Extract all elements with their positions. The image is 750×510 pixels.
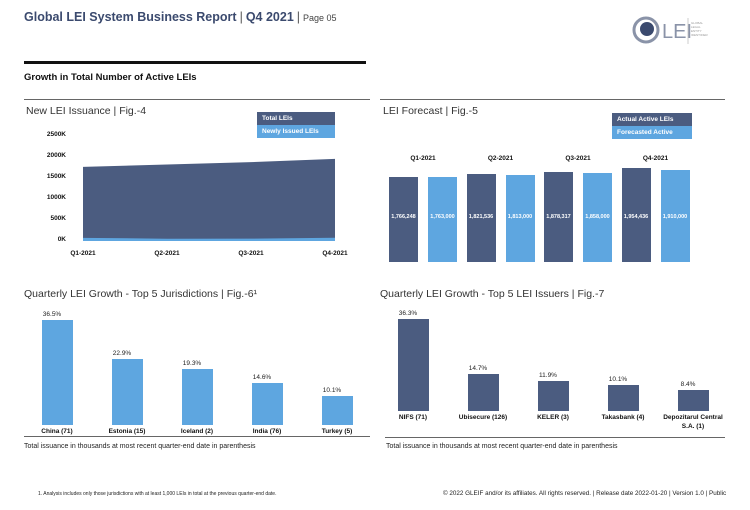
bar <box>467 373 499 411</box>
y-tick-label: 2000K <box>46 152 66 159</box>
svg-text:ENTITY: ENTITY <box>691 29 702 33</box>
axis-line <box>24 436 370 437</box>
gleif-logo: LEI GLOBAL LEGAL ENTITY IDENTIFIER <box>632 12 712 48</box>
fig5-title: LEI Forecast | Fig.-5 <box>383 105 478 117</box>
bar-value-label: 8.4% <box>680 380 696 388</box>
fig5-legend: Actual Active LEIs Forecasted Active LEI… <box>612 113 692 149</box>
bar-value-label: 1,766,248 <box>391 214 416 220</box>
report-title: Global LEI System Business Report <box>24 10 237 24</box>
bar <box>677 389 709 411</box>
section-title: Growth in Total Number of Active LEIs <box>24 72 197 83</box>
category-label: Takasbank (4) <box>601 414 645 421</box>
bar-value-label: 1,954,436 <box>623 214 649 220</box>
footnote: 1. Analysis includes only those jurisdic… <box>38 491 277 497</box>
bar-value-label: 10.1% <box>608 376 628 384</box>
actual-bar <box>544 171 573 262</box>
bar <box>321 395 353 425</box>
forecast-bar <box>505 174 535 262</box>
bar-value-label: 1,821,536 <box>468 214 494 220</box>
fig4-legend: Total LEIs Newly Issued LEIs <box>257 112 335 138</box>
category-label: Turkey (5) <box>321 428 353 435</box>
fig7-title: Quarterly LEI Growth - Top 5 LEI Issuers… <box>380 288 605 300</box>
svg-text:IDENTIFIER: IDENTIFIER <box>691 33 709 37</box>
fig6-note: Total issuance in thousands at most rece… <box>24 443 256 450</box>
bar <box>397 319 429 411</box>
bar <box>111 359 143 425</box>
actual-bar <box>621 168 651 262</box>
quarter-label: Q1-2021 <box>410 155 436 162</box>
legend-total: Total LEIs <box>257 112 335 125</box>
x-tick-label: Q2-2021 <box>154 250 180 257</box>
category-label: Ubisecure (126) <box>458 414 508 421</box>
forecast-bar <box>583 172 612 262</box>
bar-value-label: 19.3% <box>182 360 202 368</box>
bar-value-label: 10.1% <box>322 386 342 394</box>
fig7-note: Total issuance in thousands at most rece… <box>386 443 618 450</box>
bar-value-label: 36.3% <box>398 310 418 317</box>
report-quarter: Q4 2021 <box>245 10 294 24</box>
newly-issued-area <box>83 237 335 241</box>
bar <box>41 320 73 425</box>
bar-value-label: 1,910,000 <box>662 214 688 220</box>
fig6-title: Quarterly LEI Growth - Top 5 Jurisdictio… <box>24 288 258 300</box>
forecast-bar <box>428 177 457 262</box>
bar-value-label: 36.5% <box>42 311 62 318</box>
divider <box>380 99 725 100</box>
legend-actual: Actual Active LEIs <box>612 113 692 126</box>
bar <box>181 369 213 425</box>
actual-bar <box>466 174 496 262</box>
y-tick-label: 1500K <box>46 173 66 180</box>
quarter-label: Q3-2021 <box>565 155 591 162</box>
divider <box>24 99 370 100</box>
category-label: Depozitarul Central S.A. (1) <box>663 414 723 430</box>
y-tick-label: 2500K <box>46 131 66 138</box>
y-tick-label: 0K <box>57 236 66 243</box>
quarter-label: Q4-2021 <box>642 155 669 162</box>
svg-text:LEGAL: LEGAL <box>691 25 701 29</box>
category-label: China (71) <box>41 428 73 435</box>
bar-value-label: 11.9% <box>539 371 557 379</box>
forecast-bar <box>660 170 690 262</box>
category-label: India (76) <box>252 428 282 435</box>
x-tick-label: Q1-2021 <box>70 250 96 257</box>
bar-value-label: 1,858,000 <box>585 214 610 220</box>
page-number: Page 05 <box>303 13 337 23</box>
bar-value-label: 14.7% <box>468 364 488 372</box>
bar <box>251 383 283 425</box>
bar-value-label: 14.6% <box>252 374 272 381</box>
category-label: NIFS (71) <box>398 414 428 421</box>
category-label: KELER (3) <box>537 414 569 421</box>
report-header: Global LEI System Business Report | Q4 202… <box>24 10 337 24</box>
svg-text:GLOBAL: GLOBAL <box>691 21 703 25</box>
divider <box>24 61 366 64</box>
copyright: © 2022 GLEIF and/or its affiliates. All … <box>443 490 727 497</box>
quarter-label: Q2-2021 <box>487 155 514 162</box>
y-tick-label: 1000K <box>46 194 66 201</box>
logo-text: LEI <box>662 21 692 43</box>
bar-value-label: 1,813,000 <box>507 214 533 220</box>
fig4-title: New LEI Issuance | Fig.-4 <box>26 105 147 117</box>
legend-new: Newly Issued LEIs <box>257 125 335 138</box>
y-tick-label: 500K <box>50 215 66 222</box>
x-tick-label: Q4-2021 <box>322 250 348 257</box>
total-leis-area <box>83 158 335 241</box>
bar-value-label: 22.9% <box>112 350 132 358</box>
category-label: Estonia (15) <box>108 428 146 435</box>
bar-value-label: 1,878,317 <box>546 214 571 220</box>
actual-bar <box>389 177 418 262</box>
category-label: Iceland (2) <box>180 428 214 435</box>
bar-value-label: 1,763,000 <box>430 214 455 220</box>
bar <box>537 380 569 411</box>
axis-line <box>385 437 725 438</box>
bar <box>607 385 639 411</box>
x-tick-label: Q3-2021 <box>238 250 264 257</box>
legend-forecast: Forecasted Active LEIs <box>612 126 692 149</box>
